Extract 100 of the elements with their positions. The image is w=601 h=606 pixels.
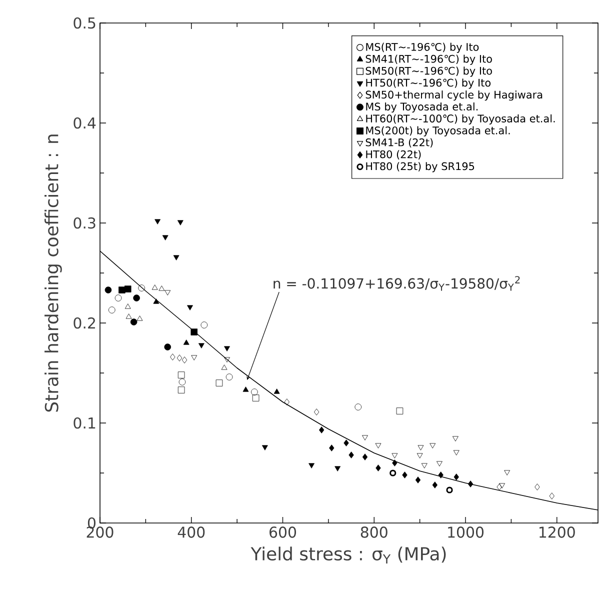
point <box>226 374 233 380</box>
point <box>362 454 368 460</box>
point <box>534 484 540 490</box>
point <box>178 378 186 386</box>
point <box>348 452 354 458</box>
point <box>133 294 140 302</box>
point <box>164 290 171 296</box>
point <box>176 354 182 362</box>
point <box>187 305 193 310</box>
point <box>375 443 382 448</box>
point <box>158 286 165 291</box>
point <box>224 346 230 352</box>
point <box>438 472 444 478</box>
point <box>170 354 176 360</box>
point <box>191 355 198 360</box>
x-tick-label: 600 <box>270 526 296 538</box>
legend-label: MS by Toyosada et.al. <box>366 102 478 113</box>
point <box>114 294 122 302</box>
point <box>108 306 116 314</box>
point <box>153 298 160 304</box>
y-axis-title: Strain hardening coefficient : n <box>44 134 62 412</box>
y-tick-label: 0.3 <box>74 217 96 229</box>
point <box>452 436 458 442</box>
x-axis-title: Yield stress : σ$_{Y}$ (MPa) <box>250 546 446 564</box>
point <box>252 394 260 402</box>
point <box>251 388 258 396</box>
legend-label: MS(200t) by Toyosada et.al. <box>366 126 510 136</box>
point <box>183 340 190 345</box>
point <box>200 322 208 328</box>
legend-label: SM41-B (22t) <box>366 138 433 148</box>
x-tick-label: 200 <box>86 526 114 538</box>
y-tick-label: 0.1 <box>74 417 96 429</box>
point <box>390 470 396 476</box>
legend-label: SM41(RT∼-196℃) by Ito <box>366 54 492 65</box>
x-tick-label: 1000 <box>448 526 484 538</box>
point <box>164 344 172 350</box>
point <box>118 286 126 294</box>
legend-label: HT80 (25t) by SR195 <box>366 162 474 172</box>
legend-label: HT80 (22t) <box>366 150 421 160</box>
point <box>432 482 438 488</box>
point <box>468 480 474 488</box>
annotation: n = -0.11097+169.63/σ$_{Y}$-19580/σ$_{Y}$2 <box>274 276 520 291</box>
point <box>178 372 185 378</box>
point <box>453 450 460 456</box>
point <box>415 476 421 484</box>
point <box>173 255 180 260</box>
point <box>418 445 424 450</box>
point <box>430 443 436 448</box>
point <box>496 484 502 490</box>
y-tick-label: 0.5 <box>74 17 96 29</box>
point <box>216 380 223 386</box>
legend-label: MS(RT∼-196℃) by Ito <box>366 42 479 53</box>
point <box>177 220 184 226</box>
legend-label: HT50(RT∼-196℃) by Ito <box>366 78 491 89</box>
point <box>454 474 459 480</box>
point <box>178 386 185 394</box>
y-tick-label: 0.2 <box>74 317 95 329</box>
x-tick-label: 1200 <box>540 526 575 538</box>
point <box>402 472 408 478</box>
point <box>329 444 334 452</box>
point <box>262 445 268 450</box>
point <box>182 356 188 364</box>
point <box>396 408 404 414</box>
point <box>436 461 442 466</box>
point <box>314 408 320 416</box>
point <box>224 357 230 362</box>
point <box>319 426 324 434</box>
point <box>136 316 143 321</box>
point <box>126 314 132 319</box>
y-tick-label: 0.4 <box>74 117 96 129</box>
point <box>354 404 362 410</box>
point <box>416 453 423 458</box>
point <box>124 304 131 309</box>
point <box>344 440 349 446</box>
point <box>138 284 145 292</box>
point <box>334 466 341 472</box>
point <box>124 286 132 292</box>
point <box>308 463 314 468</box>
point <box>362 435 368 440</box>
point <box>274 388 280 394</box>
point <box>392 460 398 466</box>
point <box>446 486 453 494</box>
point <box>162 235 168 240</box>
point <box>499 483 506 488</box>
point <box>284 398 290 406</box>
point <box>130 318 138 326</box>
point <box>549 492 554 500</box>
legend-label: SM50(RT∼-196℃) by Ito <box>366 66 492 77</box>
legend-label: SM50+thermal cycle by Hagiwara <box>366 90 542 101</box>
point <box>421 463 428 468</box>
point <box>221 364 228 370</box>
point <box>190 328 198 336</box>
point <box>198 343 204 348</box>
x-tick-label: 800 <box>360 526 388 538</box>
point <box>392 453 398 458</box>
point <box>104 286 112 294</box>
point <box>376 464 381 472</box>
legend-label: HT60(RT∼-100℃) by Toyosada et.al. <box>366 114 555 124</box>
x-tick-label: 400 <box>178 526 205 538</box>
point <box>242 386 249 392</box>
